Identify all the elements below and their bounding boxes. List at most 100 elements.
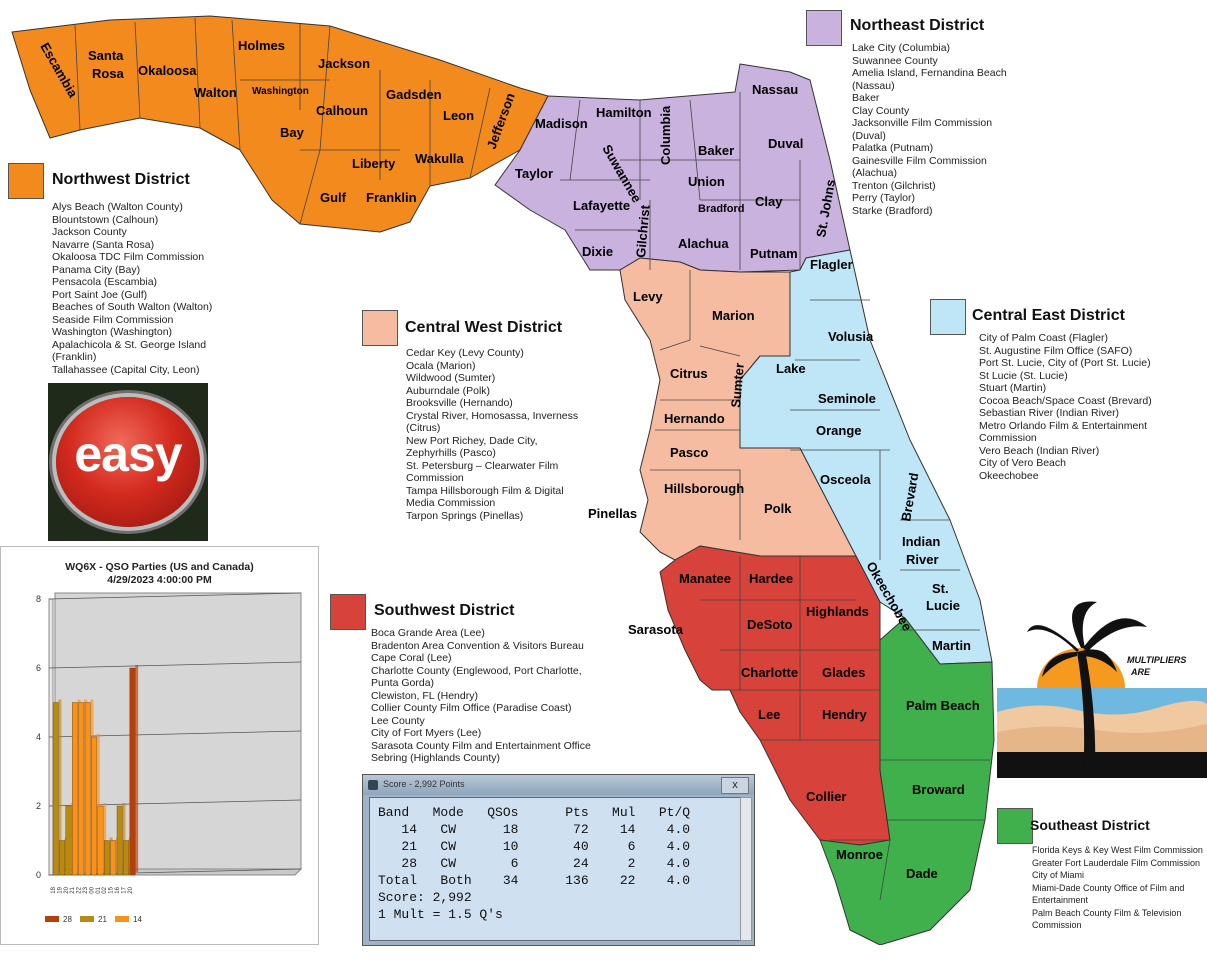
county-sumter: Sumter xyxy=(728,362,747,408)
county-nassau: Nassau xyxy=(752,82,798,97)
county-clay: Clay xyxy=(755,194,783,209)
chart-bar-side xyxy=(58,699,62,872)
legend-label: 28 xyxy=(63,915,72,924)
county-volusia: Volusia xyxy=(828,329,874,344)
county-hardee: Hardee xyxy=(749,571,793,586)
score-text-area[interactable]: Band Mode QSOs Pts Mul Pt/Q 14 CW 18 72 … xyxy=(369,797,741,941)
district-item: Trenton (Gilchrist) xyxy=(852,179,936,192)
county-dixie: Dixie xyxy=(582,244,613,259)
southwest-swatch xyxy=(330,594,366,630)
southeast-list: Florida Keys & Key West Film Commission G… xyxy=(1032,844,1203,932)
district-item: Metro Orlando Film & Entertainment xyxy=(979,419,1148,432)
central-east-list: City of Palm Coast (Flagler) St. Augustin… xyxy=(979,332,1152,482)
county-glades: Glades xyxy=(822,665,865,680)
district-item: Suwannee County xyxy=(852,54,938,67)
county-gadsden: Gadsden xyxy=(386,87,442,102)
district-item: Auburndale (Polk) xyxy=(406,384,491,397)
x-tick-label: 22 xyxy=(77,886,83,893)
district-item: Port St. Lucie, City of (Port St. Lucie) xyxy=(979,357,1151,369)
county-bay: Bay xyxy=(280,125,305,140)
county-orange: Orange xyxy=(816,423,862,438)
district-item: Cape Coral (Lee) xyxy=(371,652,452,664)
score-line: 28 CW 6 24 2 4.0 xyxy=(378,856,691,871)
district-item: Sarasota County Film and Entertainment O… xyxy=(371,739,591,752)
chart-bar xyxy=(84,702,91,876)
chart-bar-side xyxy=(103,803,107,872)
district-item: Boca Grande Area (Lee) xyxy=(371,627,485,639)
district-item: Florida Keys & Key West Film Commission xyxy=(1032,845,1203,855)
legend-swatch xyxy=(115,916,129,922)
district-item: Crystal River, Homosassa, Inverness xyxy=(406,409,579,422)
district-item: Palm Beach County Film & Television xyxy=(1032,907,1182,918)
district-item: City of Vero Beach xyxy=(979,457,1066,469)
close-button[interactable]: x xyxy=(721,777,749,794)
county-st-lucie: St. xyxy=(932,581,949,596)
score-line: 21 CW 10 40 6 4.0 xyxy=(378,839,691,854)
chart-bar xyxy=(52,702,59,876)
score-titlebar[interactable]: Score - 2,992 Points x xyxy=(363,775,754,795)
district-item: Miami-Dade County Office of Film and xyxy=(1032,882,1185,893)
county-indian-river: Indian xyxy=(902,534,940,549)
district-item: Lake City (Columbia) xyxy=(852,42,951,54)
county-pasco: Pasco xyxy=(670,445,708,460)
district-item: Tarpon Springs (Pinellas) xyxy=(406,509,524,522)
chart-bar xyxy=(91,736,98,876)
county-columbia: Columbia xyxy=(658,105,673,165)
district-item: Cocoa Beach/Space Coast (Brevard) xyxy=(979,394,1152,407)
district-item: Commission xyxy=(1032,920,1082,930)
district-item: Baker xyxy=(852,92,880,104)
district-item: (Duval) xyxy=(852,129,886,142)
x-tick-label: 21 xyxy=(70,886,76,893)
district-item: (Alachua) xyxy=(852,167,897,179)
district-item: Brooksville (Hernando) xyxy=(406,397,513,409)
district-item: Tallahassee (Capital City, Leon) xyxy=(52,363,200,376)
score-line: Band Mode QSOs Pts Mul Pt/Q xyxy=(378,805,691,820)
county-manatee: Manatee xyxy=(679,571,731,586)
county-collier: Collier xyxy=(806,789,846,804)
county-gilchrist: Gilchrist xyxy=(633,204,653,259)
county-putnam: Putnam xyxy=(750,246,798,261)
chart-bar xyxy=(110,840,117,876)
district-item: Wildwood (Sumter) xyxy=(406,372,496,384)
district-item: Clay County xyxy=(852,104,910,117)
county-walton: Walton xyxy=(194,85,237,100)
scrollbar[interactable] xyxy=(740,797,752,941)
district-item: Apalachicola & St. George Island xyxy=(52,338,207,351)
x-tick-label: 20 xyxy=(64,886,70,893)
district-item: (Citrus) xyxy=(406,422,441,434)
central-west-swatch xyxy=(362,310,398,346)
score-line: 1 Mult = 1.5 Q's xyxy=(378,907,503,922)
county-citrus: Citrus xyxy=(670,366,708,381)
x-tick-label: 19 xyxy=(57,886,63,893)
county-flagler: Flagler xyxy=(810,257,853,272)
x-tick-label: 16 xyxy=(115,886,121,893)
palm-tree-icon xyxy=(997,601,1207,778)
score-window-title: Score - 2,992 Points xyxy=(383,779,465,789)
legend-label: 21 xyxy=(98,915,107,924)
county-palm-beach: Palm Beach xyxy=(906,698,980,713)
northwest-title: Northwest District xyxy=(52,171,190,188)
y-tick-label: 8 xyxy=(36,594,41,604)
district-item: Bradenton Area Convention & Visitors Bur… xyxy=(371,639,584,652)
legend-swatch xyxy=(80,916,94,922)
multipliers-line2: ARE xyxy=(1131,667,1151,677)
district-item: City of Fort Myers (Lee) xyxy=(371,727,482,739)
central-west-list: Cedar Key (Levy County) Ocala (Marion) Wil… xyxy=(406,347,578,522)
legend-swatch xyxy=(45,916,59,922)
district-item: Punta Gorda) xyxy=(371,677,435,689)
county-levy: Levy xyxy=(633,289,663,304)
chart-bar xyxy=(65,805,72,876)
district-item: Ocala (Marion) xyxy=(406,359,476,372)
chart-bar xyxy=(116,805,123,876)
x-tick-label: 17 xyxy=(121,886,127,893)
county-desoto: DeSoto xyxy=(747,617,793,632)
district-item: (Franklin) xyxy=(52,351,97,363)
legend-label: 14 xyxy=(133,915,142,924)
chart-bar-side xyxy=(135,665,139,872)
county-indian-river-2: River xyxy=(906,552,939,567)
chart-bar xyxy=(59,840,66,876)
county-taylor: Taylor xyxy=(515,166,553,181)
southeast-swatch xyxy=(997,808,1033,844)
southwest-title: Southwest District xyxy=(374,602,515,619)
